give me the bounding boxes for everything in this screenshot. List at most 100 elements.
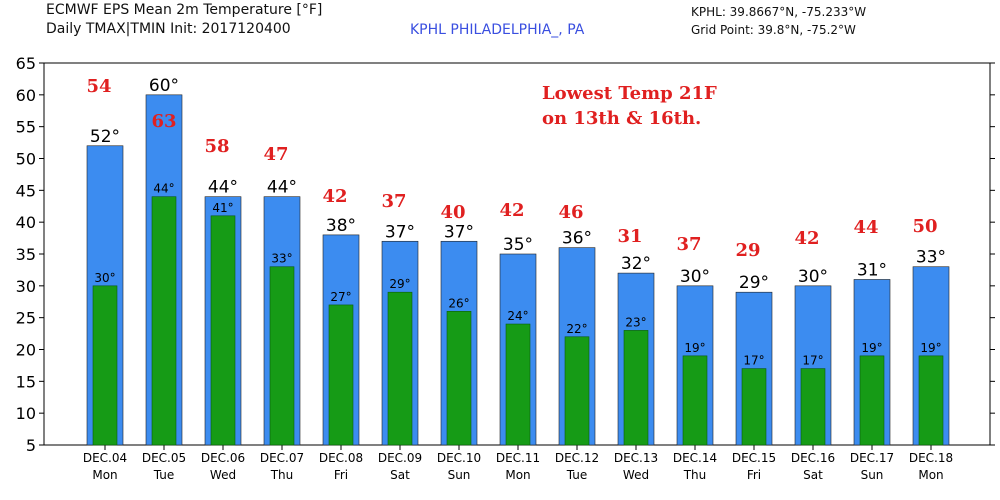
- tmin-bar: [682, 355, 708, 446]
- y-tick-label: 10: [16, 404, 36, 423]
- tmin-label: 41°: [212, 201, 233, 215]
- tmax-label: 60°: [149, 76, 179, 96]
- tmax-label: 29°: [739, 273, 769, 293]
- x-day-label: Mon: [505, 468, 530, 482]
- y-tick-label: 20: [16, 341, 36, 360]
- tmin-bar: [918, 355, 944, 446]
- x-date-label: DEC.04: [83, 451, 127, 465]
- x-date-label: DEC.10: [437, 451, 481, 465]
- x-date-label: DEC.09: [378, 451, 422, 465]
- forecast-high-annotation: 31: [617, 226, 642, 247]
- x-day-label: Tue: [566, 468, 588, 482]
- tmin-bar: [210, 215, 236, 446]
- x-day-label: Fri: [334, 468, 348, 482]
- tmax-label: 44°: [208, 178, 238, 198]
- y-tick-label: 65: [16, 54, 36, 73]
- forecast-high-annotation: 42: [794, 228, 819, 249]
- tmin-label: 30°: [94, 271, 115, 285]
- y-tick-label: 40: [16, 213, 36, 232]
- tmin-bar: [564, 336, 590, 446]
- x-date-label: DEC.16: [791, 451, 835, 465]
- tmin-bar: [741, 368, 767, 446]
- tmax-label: 30°: [680, 267, 710, 287]
- tmin-bar: [328, 304, 354, 446]
- x-date-label: DEC.15: [732, 451, 776, 465]
- x-date-label: DEC.08: [319, 451, 363, 465]
- tmin-label: 24°: [507, 309, 528, 323]
- x-day-label: Wed: [210, 468, 236, 482]
- tmin-label: 22°: [566, 322, 587, 336]
- tmax-label: 36°: [562, 229, 592, 249]
- forecast-high-annotation: 37: [381, 191, 406, 212]
- grid-point: Grid Point: 39.8°N, -75.2°W: [691, 23, 856, 37]
- tmax-label: 32°: [621, 254, 651, 274]
- x-day-label: Fri: [747, 468, 761, 482]
- tmax-label: 52°: [90, 127, 120, 147]
- tmin-bar: [623, 330, 649, 446]
- tmax-label: 31°: [857, 260, 887, 280]
- x-date-label: DEC.12: [555, 451, 599, 465]
- x-date-label: DEC.18: [909, 451, 953, 465]
- x-date-label: DEC.13: [614, 451, 658, 465]
- forecast-high-annotation: 37: [676, 234, 701, 255]
- tmax-label: 44°: [267, 178, 297, 198]
- x-day-label: Thu: [270, 468, 294, 482]
- tmin-bar: [387, 291, 413, 446]
- x-date-label: DEC.05: [142, 451, 186, 465]
- tmin-bar: [505, 323, 531, 446]
- forecast-high-annotation: 46: [558, 202, 583, 223]
- forecast-high-annotation: 40: [440, 202, 465, 223]
- y-tick-label: 55: [16, 118, 36, 137]
- tmin-label: 27°: [330, 290, 351, 304]
- tmin-bar: [151, 196, 177, 446]
- x-date-label: DEC.17: [850, 451, 894, 465]
- chart-title-line-1: ECMWF EPS Mean 2m Temperature [°F]: [46, 2, 323, 18]
- tmin-label: 26°: [448, 296, 469, 310]
- y-tick-label: 35: [16, 245, 36, 264]
- x-day-label: Mon: [92, 468, 117, 482]
- forecast-high-annotation: 54: [86, 76, 111, 97]
- forecast-high-annotation: 63: [151, 111, 176, 132]
- x-date-label: DEC.11: [496, 451, 540, 465]
- chart-title-line-2: Daily TMAX|TMIN Init: 2017120400: [46, 21, 291, 37]
- x-day-label: Sun: [861, 468, 884, 482]
- tmin-label: 17°: [802, 354, 823, 368]
- tmin-bar: [269, 266, 295, 446]
- tmin-label: 33°: [271, 252, 292, 266]
- x-day-label: Tue: [153, 468, 175, 482]
- x-day-label: Sun: [448, 468, 471, 482]
- y-tick-label: 15: [16, 372, 36, 391]
- x-date-label: DEC.06: [201, 451, 245, 465]
- tmax-label: 37°: [385, 222, 415, 242]
- forecast-high-annotation: 42: [499, 200, 524, 221]
- annotation-line-2: on 13th & 16th.: [542, 108, 701, 129]
- tmax-label: 30°: [798, 267, 828, 287]
- tmax-label: 37°: [444, 222, 474, 242]
- y-tick-label: 30: [16, 277, 36, 296]
- forecast-high-annotation: 42: [322, 186, 347, 207]
- forecast-high-annotation: 44: [853, 217, 878, 238]
- annotation-line-1: Lowest Temp 21F: [542, 83, 717, 104]
- tmax-label: 38°: [326, 216, 356, 236]
- y-tick-label: 5: [26, 436, 36, 455]
- forecast-high-annotation: 50: [912, 216, 937, 237]
- tmin-label: 23°: [625, 315, 646, 329]
- tmin-label: 17°: [743, 354, 764, 368]
- x-date-label: DEC.14: [673, 451, 717, 465]
- tmin-label: 19°: [684, 341, 705, 355]
- tmin-label: 44°: [153, 182, 174, 196]
- x-day-label: Wed: [623, 468, 649, 482]
- tmax-label: 33°: [916, 248, 946, 268]
- tmin-label: 19°: [861, 341, 882, 355]
- y-tick-label: 50: [16, 150, 36, 169]
- x-day-label: Mon: [918, 468, 943, 482]
- forecast-high-annotation: 29: [735, 240, 760, 261]
- tmin-bar: [800, 368, 826, 446]
- x-day-label: Sat: [803, 468, 823, 482]
- station-name: KPHL PHILADELPHIA_, PA: [410, 22, 585, 38]
- y-tick-label: 60: [16, 86, 36, 105]
- x-date-label: DEC.07: [260, 451, 304, 465]
- y-tick-label: 25: [16, 309, 36, 328]
- y-tick-label: 45: [16, 181, 36, 200]
